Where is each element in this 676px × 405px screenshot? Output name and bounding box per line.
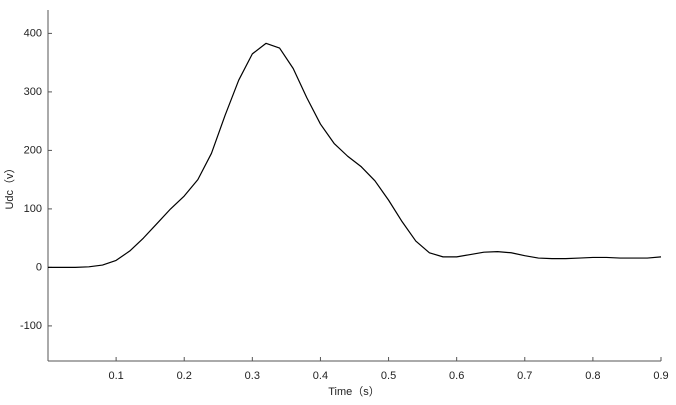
x-tick-label: 0.5 (381, 370, 396, 382)
y-tick-label: -100 (20, 320, 42, 332)
x-tick-label: 0.3 (245, 370, 260, 382)
y-tick-label: 100 (24, 203, 42, 215)
data-line (48, 42, 662, 268)
x-tick-label: 0.2 (177, 370, 192, 382)
y-axis-label: Udc（v） (3, 162, 16, 209)
x-axis-label: Time（s） (328, 385, 380, 398)
x-tick-label: 0.7 (517, 370, 532, 382)
y-tick-label: 300 (24, 86, 42, 98)
y-tick-label: 0 (36, 261, 42, 273)
x-tick-label: 0.1 (108, 370, 123, 382)
y-tick-label: 200 (24, 144, 42, 156)
y-tick-label: 400 (24, 27, 42, 39)
x-tick-label: 0.6 (449, 370, 464, 382)
x-tick-label: 0.8 (585, 370, 600, 382)
x-tick-label: 0.9 (653, 370, 668, 382)
x-tick-label: 0.4 (313, 370, 328, 382)
